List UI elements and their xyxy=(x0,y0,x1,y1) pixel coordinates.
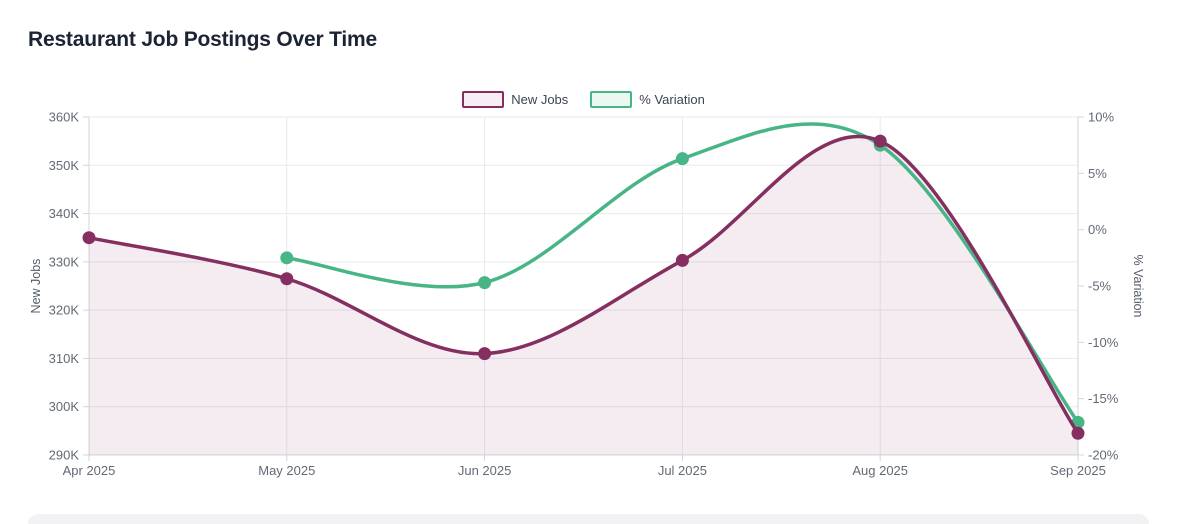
next-section-top-edge xyxy=(28,514,1149,524)
legend-item-variation[interactable]: % Variation xyxy=(590,90,705,108)
x-tick-label: Aug 2025 xyxy=(852,463,908,478)
left-tick-label: 360K xyxy=(49,110,80,125)
variation-data-point xyxy=(280,251,294,265)
legend-label: % Variation xyxy=(639,91,705,107)
x-tick-label: May 2025 xyxy=(258,463,315,478)
legend-swatch xyxy=(462,90,505,108)
variation-data-point xyxy=(478,276,492,290)
legend-item-new-jobs[interactable]: New Jobs xyxy=(462,90,569,108)
variation-line xyxy=(285,122,1080,425)
chart-legend: New Jobs % Variation xyxy=(89,90,1078,108)
left-tick-label: 300K xyxy=(49,399,80,414)
left-axis: 290K 300K 310K 320K 330K 340K 350K 360K New Jobs xyxy=(29,110,90,463)
left-tick-label: 290K xyxy=(49,448,80,463)
right-tick-label: -5% xyxy=(1088,279,1112,294)
right-tick-label: 0% xyxy=(1088,222,1107,237)
right-tick-label: -10% xyxy=(1088,335,1119,350)
new-jobs-data-point xyxy=(478,347,492,361)
new-jobs-data-point xyxy=(82,231,96,245)
left-tick-label: 340K xyxy=(49,206,80,221)
new-jobs-data-point xyxy=(675,253,689,267)
right-tick-label: 10% xyxy=(1088,110,1114,125)
right-tick-label: 5% xyxy=(1088,166,1107,181)
right-tick-label: -20% xyxy=(1088,448,1119,463)
left-tick-label: 320K xyxy=(49,303,80,318)
x-tick-label: Jul 2025 xyxy=(658,463,707,478)
new-jobs-data-point xyxy=(280,272,294,286)
variation-data-point xyxy=(675,152,689,166)
legend-swatch xyxy=(590,90,633,108)
series-new-jobs xyxy=(82,134,1085,440)
right-axis-title: % Variation xyxy=(1131,255,1145,318)
new-jobs-area xyxy=(89,136,1078,456)
new-jobs-data-point xyxy=(873,134,887,148)
left-tick-label: 330K xyxy=(49,254,80,269)
x-tick-label: Apr 2025 xyxy=(63,463,116,478)
page-title: Restaurant Job Postings Over Time xyxy=(28,28,377,51)
right-tick-label: -15% xyxy=(1088,391,1119,406)
left-axis-title: New Jobs xyxy=(29,259,43,314)
x-axis: Apr 2025 May 2025 Jun 2025 Jul 2025 Aug 2025… xyxy=(63,454,1106,478)
right-axis: -20% -15% -10% -5% 0% 5% 10% % Variation xyxy=(1077,110,1145,463)
x-tick-label: Sep 2025 xyxy=(1050,463,1106,478)
x-tick-label: Jun 2025 xyxy=(458,463,512,478)
left-tick-label: 350K xyxy=(49,158,80,173)
left-tick-label: 310K xyxy=(49,351,80,366)
new-jobs-data-point xyxy=(1071,426,1085,440)
series-new-jobs-area xyxy=(89,136,1078,456)
new-jobs-line xyxy=(87,134,1080,436)
legend-label: New Jobs xyxy=(511,91,569,107)
